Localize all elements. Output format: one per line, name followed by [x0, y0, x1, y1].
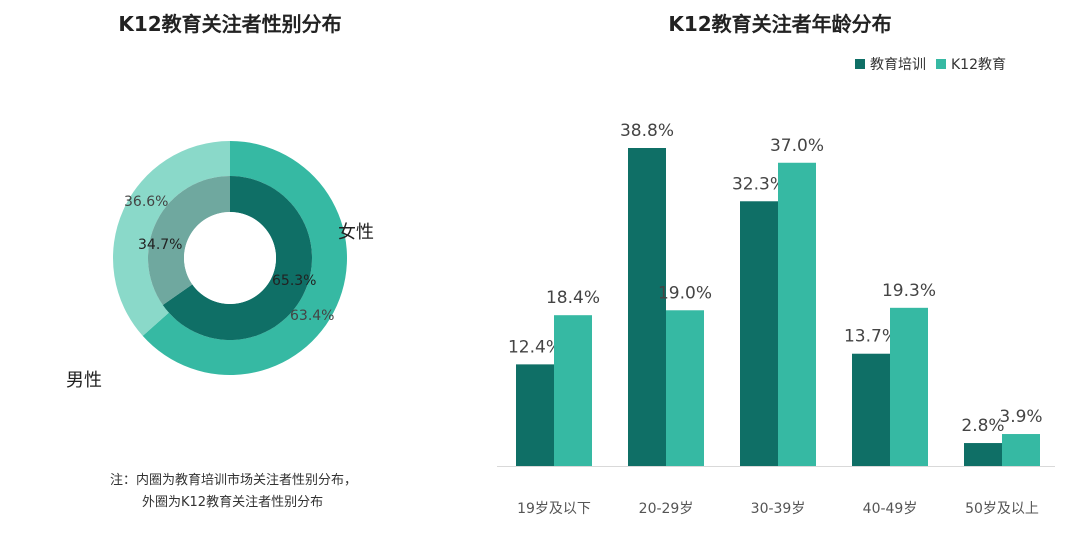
donut-inner-slice-female: [162, 176, 312, 340]
bar-value-label-k12-4: 3.9%: [999, 407, 1042, 427]
donut-center-hole: [184, 212, 276, 304]
legend-label-series-1: 教育培训: [870, 57, 926, 73]
x-tick-label-0: 19岁及以下: [517, 501, 591, 517]
bar-value-label-k12-3: 19.3%: [882, 281, 936, 301]
bar-legend: 教育培训 K12教育: [855, 54, 1006, 74]
bar-value-label-training-0: 12.4%: [508, 337, 562, 357]
donut-note-line-2: 外圈为K12教育关注者性别分布: [142, 495, 324, 510]
donut-inner-slice-male: [148, 176, 230, 305]
bar-value-label-training-1: 38.8%: [620, 121, 674, 141]
bar-value-label-k12-0: 18.4%: [546, 288, 600, 308]
bar-value-label-training-3: 13.7%: [844, 327, 898, 347]
x-tick-label-4: 50岁及以上: [965, 501, 1039, 517]
bar-value-label-training-2: 32.3%: [732, 174, 786, 194]
bar-k12-3: [890, 307, 928, 466]
bar-value-label-training-4: 2.8%: [961, 416, 1004, 436]
donut-inner-female-value: 65.3%: [272, 273, 316, 289]
bar-training-0: [516, 364, 554, 466]
donut-outer-slice-male: [112, 141, 230, 336]
donut-female-label: 女性: [338, 222, 374, 243]
bar-k12-4: [1002, 434, 1040, 466]
x-tick-label-2: 30-39岁: [751, 501, 806, 517]
bar-training-4: [964, 443, 1002, 466]
legend-item-series-1[interactable]: 教育培训: [855, 54, 926, 74]
x-tick-label-1: 20-29岁: [639, 501, 694, 517]
bar-k12-2: [778, 162, 816, 467]
donut-note: 注：内圈为教育培训市场关注者性别分布， 外圈为K12教育关注者性别分布: [110, 470, 357, 514]
bar-k12-0: [554, 315, 592, 466]
bar-value-label-k12-2: 37.0%: [770, 136, 824, 156]
donut-chart-title: K12教育关注者性别分布: [118, 12, 342, 36]
bar-training-2: [740, 201, 778, 466]
legend-swatch-dark: [855, 59, 865, 69]
donut-outer-slice-female: [142, 141, 347, 376]
donut-outer-male-value: 36.6%: [124, 194, 168, 210]
donut-outer-female-value: 63.4%: [290, 308, 334, 324]
bar-chart-title: K12教育关注者年龄分布: [668, 12, 892, 36]
donut-male-label: 男性: [66, 370, 102, 391]
bar-training-3: [852, 353, 890, 466]
legend-swatch-light: [936, 59, 946, 69]
x-tick-label-3: 40-49岁: [863, 501, 918, 517]
bar-training-1: [628, 148, 666, 466]
donut-note-line-1: 注：内圈为教育培训市场关注者性别分布，: [110, 473, 358, 488]
legend-label-series-2: K12教育: [951, 57, 1006, 73]
donut-inner-male-value: 34.7%: [138, 237, 182, 253]
bar-k12-1: [666, 310, 704, 466]
legend-item-series-2[interactable]: K12教育: [936, 54, 1006, 74]
bar-value-label-k12-1: 19.0%: [658, 283, 712, 303]
